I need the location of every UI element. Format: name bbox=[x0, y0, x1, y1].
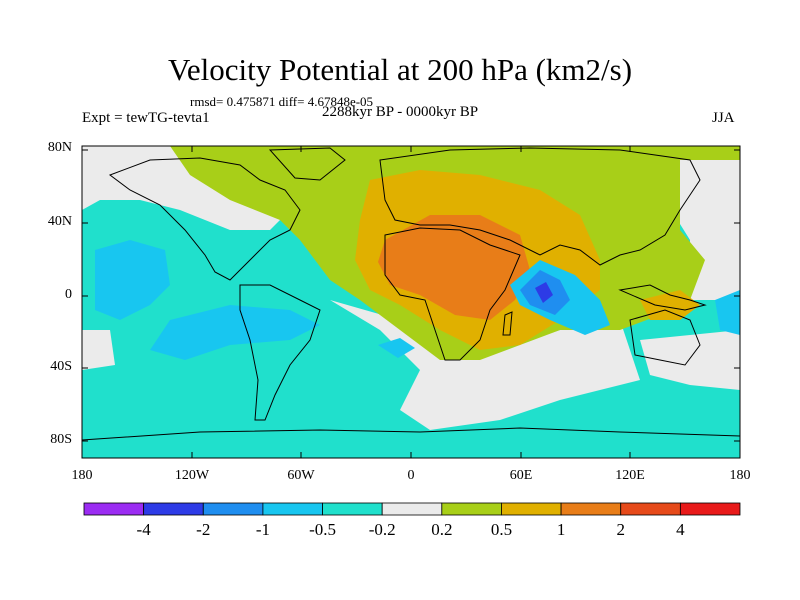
x-tick-label: 0 bbox=[407, 468, 415, 483]
y-tick-label: 80N bbox=[47, 140, 72, 155]
field-neutral-pacific bbox=[640, 330, 740, 390]
coast-africa bbox=[384, 227, 521, 361]
stats-label: rmsd= 0.475871 diff= 4.67848e-05 bbox=[190, 94, 374, 109]
colorbar bbox=[83, 502, 741, 516]
colorbar-label: 4 bbox=[676, 520, 685, 539]
colorbar-label: 2 bbox=[616, 520, 625, 539]
field-neutral-east-pacific bbox=[82, 330, 115, 370]
colorbar-label: -0.2 bbox=[368, 520, 396, 539]
field-positive-strong bbox=[378, 215, 530, 320]
field-negative-westpacific bbox=[715, 290, 740, 335]
colorbar-label: 1 bbox=[556, 520, 566, 539]
colorbar-swatch bbox=[679, 502, 741, 516]
x-tick-label: 60E bbox=[509, 468, 533, 483]
axis-ticks bbox=[82, 146, 740, 458]
coast-madagascar bbox=[502, 311, 513, 336]
coast-australia bbox=[629, 309, 701, 366]
x-tick-label: 60W bbox=[287, 468, 315, 483]
colorbar-swatch bbox=[441, 502, 502, 516]
colorbar-swatch bbox=[322, 502, 383, 516]
field-negative-southpacific bbox=[150, 305, 320, 360]
colorbar-label: -4 bbox=[136, 520, 151, 539]
field-negative-pacific bbox=[95, 240, 170, 320]
colorbar-label: -1 bbox=[255, 520, 270, 539]
colorbar-label: -0.5 bbox=[309, 520, 336, 539]
coast-antarctica bbox=[82, 427, 740, 441]
coast-eurasia bbox=[379, 147, 701, 266]
colorbar-label: 0.5 bbox=[490, 520, 513, 539]
coast-maritime-continent bbox=[618, 284, 707, 311]
colorbar-swatch bbox=[143, 502, 204, 516]
coast-south-america bbox=[239, 284, 321, 421]
field-negative-atlantic bbox=[378, 338, 415, 358]
colorbar-swatch bbox=[620, 502, 681, 516]
y-tick-label: 80S bbox=[50, 432, 72, 447]
colorbar-label: 0.2 bbox=[431, 520, 453, 539]
coastlines bbox=[82, 147, 740, 441]
coast-greenland bbox=[268, 147, 346, 181]
colorbar-swatch bbox=[262, 502, 323, 516]
colorbar-swatch bbox=[83, 502, 145, 516]
x-tick-label: 120W bbox=[174, 468, 210, 483]
x-tick-label: 180 bbox=[729, 468, 751, 483]
colorbar-label: -2 bbox=[196, 520, 211, 539]
field-negative-indian-center bbox=[535, 282, 553, 303]
y-tick-label: 0 bbox=[65, 287, 72, 302]
x-tick-label: 120E bbox=[615, 468, 645, 483]
x-tick-label: 180 bbox=[71, 468, 93, 483]
colorbar-swatch bbox=[501, 502, 562, 516]
experiment-label: Expt = tewTG-tevta1 bbox=[82, 110, 210, 126]
map-title: Velocity Potential at 200 hPa (km2/s) bbox=[167, 52, 633, 87]
coast-north-america bbox=[108, 157, 301, 281]
y-tick-label: 40N bbox=[47, 214, 72, 229]
season-label: JJA bbox=[712, 110, 735, 126]
colorbar-swatch bbox=[560, 502, 622, 516]
period-label: 2288kyr BP - 0000kyr BP bbox=[322, 104, 479, 120]
colorbar-swatch bbox=[202, 502, 264, 516]
colorbar-swatch bbox=[381, 502, 443, 516]
y-tick-label: 40S bbox=[50, 359, 72, 374]
